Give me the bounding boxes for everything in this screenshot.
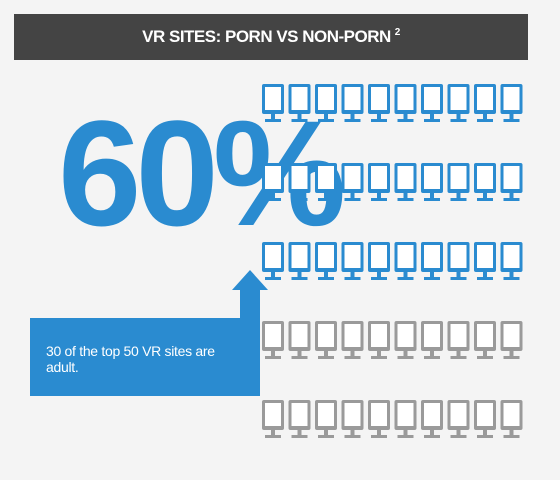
- monitor-icon: [394, 321, 417, 359]
- monitor-icon: [394, 242, 417, 280]
- monitor-icon: [315, 163, 337, 201]
- monitor-icon: [421, 84, 443, 122]
- title-bar: VR SITES: PORN VS NON-PORN 2: [14, 14, 528, 60]
- monitor-icon: [288, 242, 311, 280]
- monitor-icon: [262, 84, 284, 122]
- monitor-icon: [288, 84, 311, 122]
- monitor-icon: [447, 400, 470, 438]
- monitor-icon: [474, 163, 496, 201]
- callout-arrow-shape: [30, 270, 268, 396]
- callout-caption: 30 of the top 50 VR sites are adult.: [46, 343, 215, 375]
- monitor-icon: [421, 163, 443, 201]
- monitor-icon: [288, 400, 311, 438]
- title-footnote: 2: [394, 26, 401, 38]
- monitor-icon: [394, 400, 417, 438]
- monitor-icon: [474, 321, 496, 359]
- monitor-icon: [474, 242, 496, 280]
- monitor-icon: [368, 242, 390, 280]
- monitor-icon: [288, 163, 311, 201]
- monitor-icon: [288, 321, 311, 359]
- monitor-icon: [341, 242, 364, 280]
- monitor-icon: [341, 84, 364, 122]
- monitor-icon: [447, 321, 470, 359]
- monitor-icon: [500, 400, 523, 438]
- monitor-icon: [315, 400, 337, 438]
- monitor-icon: [500, 84, 523, 122]
- monitor-icon: [447, 242, 470, 280]
- chart-title: VR SITES: PORN VS NON-PORN: [142, 27, 391, 46]
- monitor-icon: [262, 400, 284, 438]
- monitor-icon: [368, 84, 390, 122]
- monitor-icon: [341, 400, 364, 438]
- monitor-icon: [368, 400, 390, 438]
- monitor-icon: [315, 242, 337, 280]
- monitor-icon: [421, 321, 443, 359]
- monitor-icon: [447, 163, 470, 201]
- monitor-icon: [315, 84, 337, 122]
- monitor-icon: [262, 163, 284, 201]
- monitor-icon: [421, 242, 443, 280]
- monitor-icon: [500, 163, 523, 201]
- monitor-icon: [474, 400, 496, 438]
- monitor-icon: [394, 163, 417, 201]
- monitor-icon: [447, 84, 470, 122]
- monitor-icon: [500, 242, 523, 280]
- monitor-icon: [315, 321, 337, 359]
- monitor-icon: [368, 163, 390, 201]
- monitor-icon: [368, 321, 390, 359]
- monitor-icon: [500, 321, 523, 359]
- monitor-icon: [262, 321, 284, 359]
- monitor-icon: [341, 163, 364, 201]
- monitor-icon: [262, 242, 284, 280]
- monitor-icon: [421, 400, 443, 438]
- monitor-icon: [394, 84, 417, 122]
- monitor-icon: [341, 321, 364, 359]
- monitor-icon: [474, 84, 496, 122]
